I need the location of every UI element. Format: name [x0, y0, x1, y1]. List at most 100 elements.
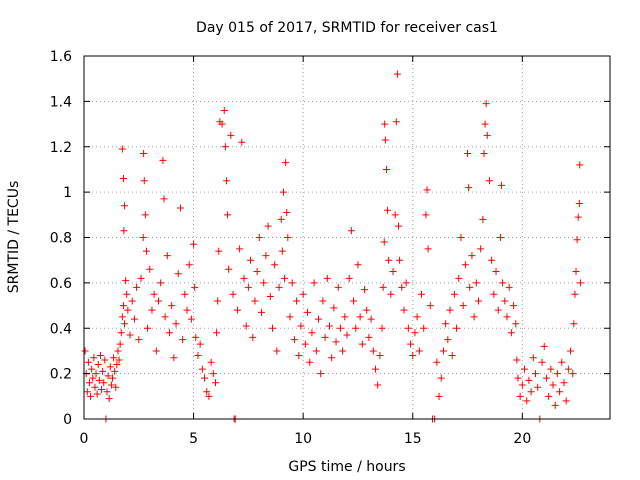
- data-point: [224, 211, 232, 219]
- data-point: [479, 215, 487, 223]
- data-point: [398, 283, 406, 291]
- data-point: [354, 261, 362, 269]
- data-point: [457, 234, 465, 241]
- data-point: [376, 351, 384, 359]
- data-point: [236, 245, 244, 253]
- data-point: [152, 347, 160, 355]
- data-point: [222, 177, 230, 185]
- data-point: [103, 388, 111, 396]
- x-tick-label: 5: [189, 431, 198, 447]
- data-point: [192, 333, 200, 341]
- data-point: [334, 283, 342, 291]
- data-point: [258, 308, 266, 316]
- data-point: [363, 306, 371, 314]
- data-point: [297, 322, 305, 330]
- data-point: [281, 274, 289, 282]
- data-point: [392, 118, 400, 126]
- data-point: [382, 165, 390, 173]
- data-point: [341, 313, 349, 321]
- data-point: [325, 322, 333, 330]
- data-point: [124, 306, 132, 314]
- data-point: [332, 338, 340, 346]
- data-point: [446, 306, 454, 314]
- data-point: [209, 370, 217, 378]
- data-point: [88, 365, 96, 373]
- y-axis-title: SRMTID / TECUs: [6, 181, 22, 294]
- data-point: [400, 306, 408, 314]
- data-point: [453, 324, 461, 332]
- data-point: [94, 361, 102, 369]
- data-point: [260, 279, 268, 287]
- data-point: [513, 356, 521, 364]
- data-point: [106, 363, 114, 371]
- data-point: [113, 361, 121, 369]
- data-point: [556, 388, 564, 396]
- data-point: [121, 202, 129, 210]
- data-point: [172, 320, 180, 328]
- data-point: [336, 324, 344, 332]
- data-point: [84, 358, 92, 366]
- data-point: [512, 320, 520, 328]
- data-point: [423, 186, 431, 194]
- data-point: [304, 308, 312, 316]
- data-point: [396, 256, 404, 264]
- data-point: [523, 397, 531, 405]
- data-point: [277, 215, 285, 223]
- data-point: [380, 238, 388, 246]
- y-tick-label: 0.6: [50, 276, 72, 292]
- data-point: [198, 365, 206, 373]
- data-point: [496, 234, 504, 241]
- data-point: [264, 222, 272, 230]
- data-point: [244, 283, 252, 291]
- data-point: [553, 370, 561, 378]
- data-point: [381, 136, 389, 144]
- data-point: [411, 329, 419, 337]
- data-point: [308, 329, 316, 337]
- data-point: [435, 392, 443, 400]
- data-point: [268, 324, 276, 332]
- data-point: [328, 354, 336, 362]
- data-point: [404, 324, 412, 332]
- data-point: [275, 283, 283, 291]
- data-point: [255, 234, 263, 241]
- data-point: [107, 381, 115, 389]
- data-point: [384, 206, 392, 214]
- data-point: [92, 370, 100, 378]
- data-point: [110, 354, 118, 362]
- data-point: [422, 211, 430, 219]
- data-point: [567, 347, 575, 355]
- data-point: [465, 184, 473, 192]
- data-point: [114, 347, 122, 355]
- x-tick-label: 10: [294, 431, 312, 447]
- data-point: [93, 390, 101, 398]
- data-point: [117, 329, 125, 337]
- data-point: [179, 336, 187, 344]
- data-point: [240, 274, 248, 282]
- data-point: [185, 261, 193, 269]
- data-point: [542, 374, 550, 382]
- data-point: [369, 347, 377, 355]
- data-point: [159, 156, 167, 164]
- data-point: [301, 340, 309, 348]
- data-point: [266, 292, 274, 300]
- data-point: [315, 315, 323, 323]
- data-point: [83, 388, 91, 396]
- data-point: [352, 324, 360, 332]
- data-point: [140, 177, 148, 185]
- data-point: [218, 120, 226, 128]
- plot-frame: [83, 55, 611, 420]
- data-point: [215, 247, 223, 255]
- data-point: [299, 290, 307, 298]
- data-point: [144, 324, 152, 332]
- data-point: [111, 367, 119, 375]
- data-point: [81, 347, 89, 355]
- data-point: [191, 283, 199, 291]
- data-point: [510, 302, 518, 310]
- data-point: [571, 290, 579, 298]
- y-tick-label: 1.2: [50, 140, 72, 156]
- data-point: [150, 290, 158, 298]
- data-point: [343, 331, 351, 339]
- data-point: [160, 195, 168, 203]
- data-point: [482, 100, 490, 108]
- data-point: [470, 313, 478, 321]
